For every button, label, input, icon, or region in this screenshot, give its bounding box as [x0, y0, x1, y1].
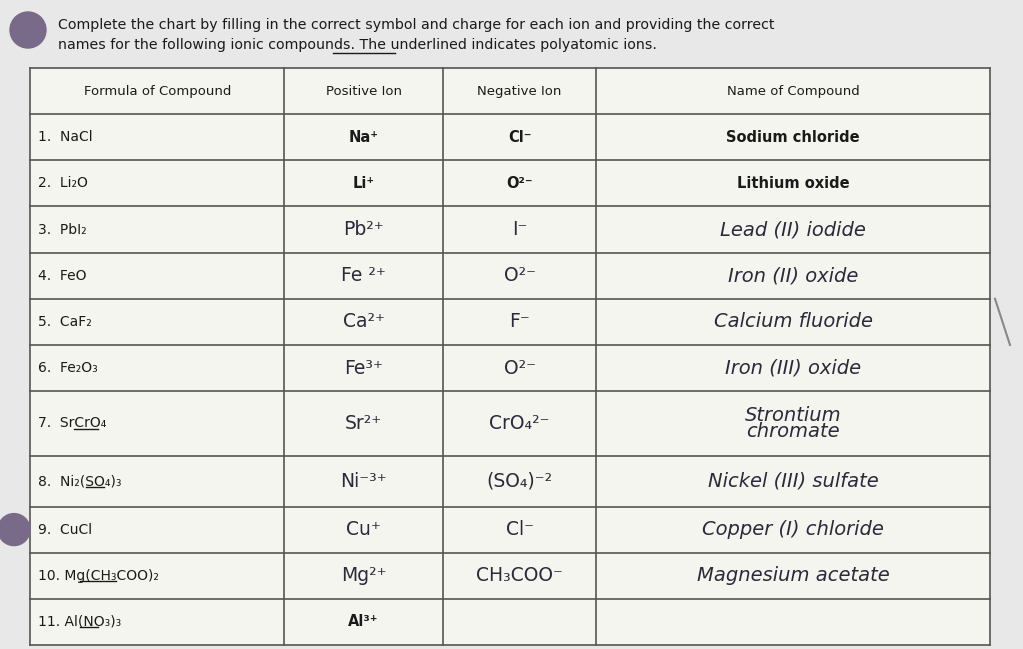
Text: 9.  CuCl: 9. CuCl — [38, 522, 92, 537]
Text: Formula of Compound: Formula of Compound — [84, 84, 231, 97]
Text: Fe ²⁺: Fe ²⁺ — [341, 266, 386, 285]
FancyBboxPatch shape — [30, 68, 990, 645]
Text: Iron (II) oxide: Iron (II) oxide — [728, 266, 858, 285]
Circle shape — [0, 513, 30, 546]
Text: 10. Mg(CH₃COO)₂: 10. Mg(CH₃COO)₂ — [38, 569, 159, 583]
Text: 2.  Li₂O: 2. Li₂O — [38, 177, 88, 190]
Text: (SO₄)⁻²: (SO₄)⁻² — [487, 472, 552, 491]
Text: Fe³⁺: Fe³⁺ — [344, 358, 383, 378]
Text: Mg²⁺: Mg²⁺ — [341, 567, 387, 585]
Text: O²⁻: O²⁻ — [506, 176, 533, 191]
Text: Li⁺: Li⁺ — [353, 176, 374, 191]
Text: 11. Al(NO₃)₃: 11. Al(NO₃)₃ — [38, 615, 122, 629]
Text: Strontium: Strontium — [745, 406, 842, 425]
Text: F⁻: F⁻ — [509, 312, 530, 332]
Text: I⁻: I⁻ — [512, 220, 527, 239]
Text: Sr²⁺: Sr²⁺ — [345, 414, 383, 433]
Text: Magnesium acetate: Magnesium acetate — [697, 567, 890, 585]
Text: Ni⁻³⁺: Ni⁻³⁺ — [341, 472, 387, 491]
Text: Na⁺: Na⁺ — [349, 130, 379, 145]
Text: 6.  Fe₂O₃: 6. Fe₂O₃ — [38, 361, 98, 375]
Text: Sodium chloride: Sodium chloride — [726, 130, 860, 145]
Text: O²⁻: O²⁻ — [503, 358, 536, 378]
Text: 8.  Ni₂(SO₄)₃: 8. Ni₂(SO₄)₃ — [38, 474, 122, 488]
Text: 7.  SrCrO₄: 7. SrCrO₄ — [38, 417, 106, 430]
Text: Cl⁻: Cl⁻ — [505, 520, 534, 539]
Text: O²⁻: O²⁻ — [503, 266, 536, 285]
Text: Copper (I) chloride: Copper (I) chloride — [702, 520, 884, 539]
Text: Complete the chart by filling in the correct symbol and charge for each ion and : Complete the chart by filling in the cor… — [58, 18, 774, 32]
Text: Pb²⁺: Pb²⁺ — [344, 220, 384, 239]
Text: Lead (II) iodide: Lead (II) iodide — [720, 220, 866, 239]
Text: Iron (III) oxide: Iron (III) oxide — [725, 358, 861, 378]
Text: Ca²⁺: Ca²⁺ — [343, 312, 385, 332]
Text: Cu⁺: Cu⁺ — [346, 520, 381, 539]
Text: Nickel (III) sulfate: Nickel (III) sulfate — [708, 472, 879, 491]
Text: 5.  CaF₂: 5. CaF₂ — [38, 315, 92, 329]
Text: names for the following ionic compounds. The underlined indicates polyatomic ion: names for the following ionic compounds.… — [58, 38, 657, 52]
Text: Al³⁺: Al³⁺ — [349, 615, 379, 630]
Text: 1.  NaCl: 1. NaCl — [38, 130, 93, 144]
Text: Cl⁻: Cl⁻ — [507, 130, 531, 145]
Text: 3.  PbI₂: 3. PbI₂ — [38, 223, 87, 236]
Text: CrO₄²⁻: CrO₄²⁻ — [489, 414, 549, 433]
Text: Name of Compound: Name of Compound — [726, 84, 859, 97]
Circle shape — [10, 12, 46, 48]
Text: Calcium fluoride: Calcium fluoride — [714, 312, 873, 332]
Text: Positive Ion: Positive Ion — [325, 84, 402, 97]
Text: CH₃COO⁻: CH₃COO⁻ — [476, 567, 563, 585]
Text: Negative Ion: Negative Ion — [478, 84, 562, 97]
Text: 4.  FeO: 4. FeO — [38, 269, 87, 283]
Text: chromate: chromate — [747, 422, 840, 441]
Text: Lithium oxide: Lithium oxide — [737, 176, 849, 191]
